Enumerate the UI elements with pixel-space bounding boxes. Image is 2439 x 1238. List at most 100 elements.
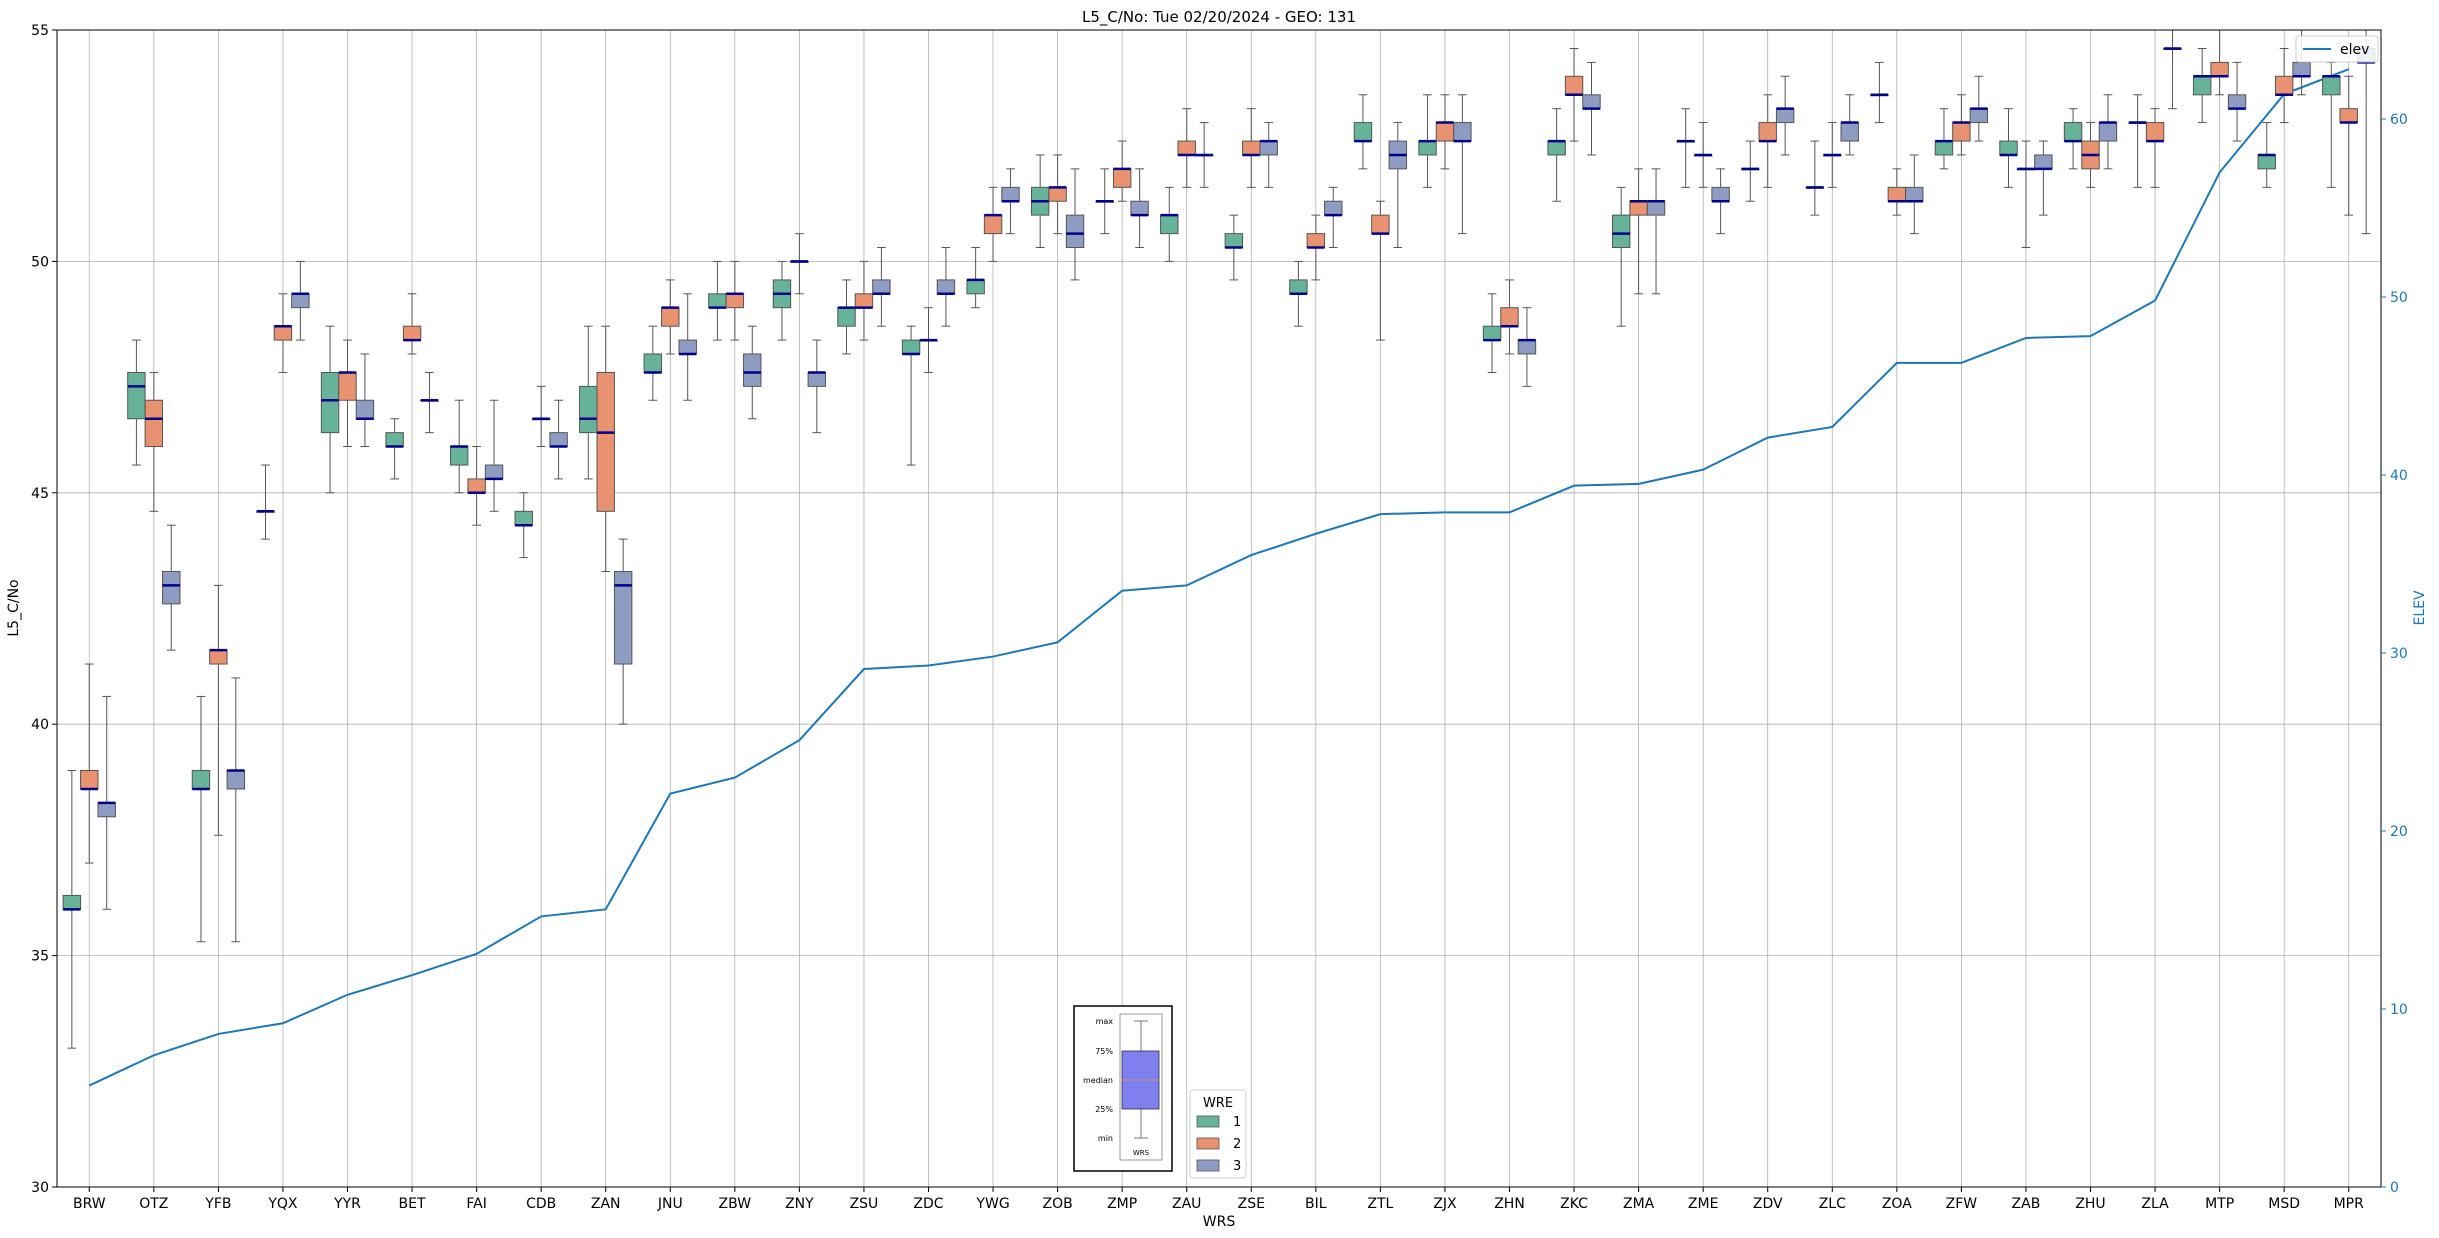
box-zoa-wre2 bbox=[1887, 168, 1907, 216]
x-tick-label: ZBW bbox=[719, 1196, 752, 1212]
box-fai-wre3 bbox=[484, 399, 504, 512]
iqr-box bbox=[402, 325, 422, 341]
iqr-box bbox=[579, 385, 598, 434]
box-zoa-wre3 bbox=[1905, 154, 1924, 235]
box-otz-wre1 bbox=[127, 339, 146, 466]
box-zab-wre1 bbox=[1999, 108, 2018, 188]
box-zbw-wre2 bbox=[725, 260, 745, 341]
y-tick-label: 30 bbox=[31, 1180, 49, 1196]
iqr-box bbox=[1611, 214, 1631, 249]
box-zlc-wre1 bbox=[1805, 140, 1825, 216]
box-zob-wre1 bbox=[1030, 154, 1050, 249]
box-ztl-wre1 bbox=[1353, 94, 1373, 170]
wre-legend-swatch-1 bbox=[1196, 1115, 1220, 1128]
x-tick-label: YWG bbox=[975, 1196, 1009, 1212]
box-zla-wre3 bbox=[2163, 29, 2182, 110]
box-zmp-wre1 bbox=[1095, 168, 1114, 235]
iqr-box bbox=[2192, 75, 2212, 96]
box-zsu-wre1 bbox=[837, 279, 856, 355]
box-ztl-wre3 bbox=[1388, 122, 1408, 249]
iqr-box bbox=[385, 432, 404, 448]
x-tick-label: ZHN bbox=[1494, 1196, 1525, 1212]
iqr-box bbox=[514, 510, 533, 526]
iqr-box bbox=[1905, 186, 1924, 202]
box-zmp-wre3 bbox=[1130, 168, 1149, 249]
box-zab-wre2 bbox=[2016, 140, 2036, 249]
explainer-inner-frame bbox=[1119, 1013, 1163, 1161]
box-zdc-wre1 bbox=[901, 325, 921, 466]
box-yfb-wre3 bbox=[226, 677, 246, 943]
iqr-box bbox=[162, 570, 181, 605]
iqr-box bbox=[1564, 75, 1584, 96]
box-zme-wre1 bbox=[1676, 108, 1695, 188]
iqr-box bbox=[2145, 122, 2165, 142]
box-zab-wre3 bbox=[2034, 140, 2053, 216]
x-tick-label: ZNY bbox=[785, 1196, 814, 1212]
x-tick-label: YQX bbox=[267, 1196, 298, 1212]
x-tick-label: ZMP bbox=[1107, 1196, 1137, 1212]
box-zlc-wre2 bbox=[1823, 122, 1842, 188]
x-tick-label: ZTL bbox=[1367, 1196, 1393, 1212]
iqr-box bbox=[1582, 94, 1601, 110]
iqr-box bbox=[127, 371, 146, 420]
iqr-box bbox=[1453, 122, 1472, 142]
iqr-box bbox=[209, 649, 228, 665]
iqr-box bbox=[320, 371, 340, 434]
box-zjx-wre2 bbox=[1435, 94, 1455, 170]
iqr-box bbox=[613, 570, 633, 665]
iqr-box bbox=[144, 399, 164, 448]
iqr-box bbox=[1130, 200, 1149, 216]
box-yfb-wre2 bbox=[209, 584, 228, 836]
box-zma-wre3 bbox=[1646, 168, 1666, 295]
iqr-box bbox=[1371, 214, 1390, 235]
box-yyr-wre2 bbox=[338, 339, 357, 448]
elev-legend-label: elev bbox=[2340, 42, 2369, 58]
iqr-box bbox=[854, 293, 874, 309]
box-zkc-wre2 bbox=[1564, 48, 1584, 142]
box-yfb-wre1 bbox=[191, 695, 211, 943]
iqr-box bbox=[837, 307, 856, 327]
x-tick-label: MPR bbox=[2334, 1196, 2365, 1212]
box-zdc-wre2 bbox=[919, 307, 938, 373]
box-zbw-wre3 bbox=[743, 325, 762, 420]
box-fai-wre2 bbox=[467, 446, 486, 526]
iqr-box bbox=[725, 293, 745, 309]
wre-legend: WRE 1 2 3 bbox=[1189, 1089, 1247, 1179]
box-ywg-wre1 bbox=[966, 247, 985, 309]
x-tick-label: YYR bbox=[333, 1196, 361, 1212]
x-tick-label: ZJX bbox=[1433, 1196, 1457, 1212]
x-tick-label: JNU bbox=[657, 1196, 683, 1212]
x-tick-label: ZAU bbox=[1172, 1196, 1201, 1212]
box-zau-wre3 bbox=[1194, 122, 1214, 188]
box-msd-wre2 bbox=[2274, 48, 2294, 124]
iqr-box bbox=[1999, 140, 2018, 156]
box-zhu-wre1 bbox=[2063, 108, 2083, 170]
box-zan-wre3 bbox=[613, 538, 633, 725]
iqr-box bbox=[338, 371, 357, 401]
box-zbw-wre1 bbox=[708, 260, 727, 341]
box-zsu-wre2 bbox=[854, 260, 874, 341]
box-zfw-wre1 bbox=[1934, 108, 1954, 170]
iqr-box bbox=[1435, 122, 1455, 142]
elev-line bbox=[88, 68, 2350, 1087]
elev-legend: elev bbox=[2295, 35, 2379, 63]
box-zse-wre3 bbox=[1259, 122, 1278, 188]
box-zfw-wre3 bbox=[1969, 75, 1989, 142]
box-zan-wre1 bbox=[579, 325, 598, 480]
y2-tick-label: 0 bbox=[2390, 1180, 2399, 1196]
iqr-box bbox=[467, 478, 486, 494]
x-tick-label: ZDV bbox=[1753, 1196, 1783, 1212]
box-zdv-wre1 bbox=[1741, 140, 1760, 202]
iqr-box bbox=[708, 293, 727, 309]
box-brw-wre3 bbox=[97, 695, 116, 910]
iqr-box bbox=[2274, 75, 2294, 96]
iqr-box bbox=[80, 769, 99, 790]
iqr-box bbox=[936, 279, 956, 295]
iqr-box bbox=[1887, 186, 1907, 202]
box-zob-wre2 bbox=[1048, 154, 1067, 235]
iqr-box bbox=[1242, 140, 1261, 156]
box-jnu-wre1 bbox=[643, 325, 663, 401]
box-zau-wre1 bbox=[1160, 186, 1179, 262]
box-mpr-wre1 bbox=[2322, 61, 2341, 188]
box-bil-wre2 bbox=[1306, 214, 1326, 281]
